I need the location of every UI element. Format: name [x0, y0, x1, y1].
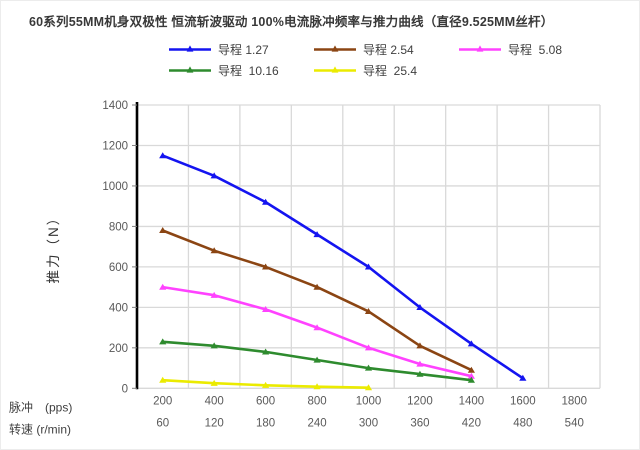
chart-title: 60系列55MM机身双极性 恒流斩波驱动 100%电流脉冲频率与推力曲线（直径9… — [29, 15, 554, 29]
legend-item-label: 导程 10.16 — [218, 63, 279, 78]
legend-swatch-icon — [314, 45, 356, 52]
legend-swatch-icon — [169, 45, 211, 52]
data-point-marker — [364, 263, 373, 270]
svg-text:1000: 1000 — [102, 181, 128, 193]
svg-text:1000: 1000 — [356, 395, 382, 407]
svg-text:400: 400 — [109, 302, 128, 314]
legend-swatch-icon — [169, 66, 211, 73]
thrust-curve-chart: 0 200 400 600 800 1000 1200 1400 200 400 600 800 100… — [9, 100, 601, 436]
data-point-marker — [210, 172, 218, 179]
data-point-marker — [467, 340, 475, 347]
data-point-marker — [210, 291, 218, 298]
svg-text:1800: 1800 — [561, 395, 587, 407]
data-point-marker — [519, 374, 527, 381]
svg-text:800: 800 — [109, 221, 128, 233]
data-point-marker — [313, 324, 321, 331]
data-point-marker — [313, 356, 321, 363]
svg-text:600: 600 — [109, 262, 128, 274]
legend-item-label: 导程 1.27 — [218, 42, 269, 57]
svg-text:200: 200 — [109, 343, 128, 355]
data-point-marker — [467, 376, 475, 383]
data-point-marker — [159, 338, 167, 345]
svg-text:400: 400 — [205, 395, 224, 407]
data-point-marker — [262, 305, 270, 312]
x-axis-caption-0: 脉冲 (pps) — [9, 399, 72, 414]
series-line-1 — [159, 227, 475, 373]
series-line-4 — [159, 376, 373, 391]
legend-item-1: 导程 2.54 — [313, 41, 458, 57]
legend-swatch-icon — [314, 66, 356, 73]
svg-text:360: 360 — [410, 417, 429, 429]
svg-text:600: 600 — [256, 395, 275, 407]
legend-item-label: 导程 5.08 — [508, 42, 563, 57]
legend-item-4: 导程 25.4 — [313, 62, 458, 78]
data-point-marker — [416, 370, 424, 377]
x-axis-caption-1: 转速 (r/min) — [9, 421, 71, 436]
svg-text:1600: 1600 — [510, 395, 536, 407]
data-point-marker — [210, 379, 218, 386]
data-point-marker — [262, 263, 270, 270]
svg-text:300: 300 — [359, 417, 378, 429]
svg-text:200: 200 — [153, 395, 172, 407]
data-point-marker — [210, 342, 218, 349]
data-point-marker — [262, 198, 270, 205]
svg-text:240: 240 — [307, 417, 326, 429]
data-point-marker — [313, 231, 321, 238]
legend-item-0: 导程 1.27 — [168, 41, 313, 57]
series-line-3 — [159, 338, 475, 383]
svg-text:1400: 1400 — [459, 395, 485, 407]
svg-text:800: 800 — [307, 395, 326, 407]
data-point-marker — [313, 383, 321, 390]
svg-text:540: 540 — [565, 417, 584, 429]
legend-item-3: 导程 10.16 — [168, 62, 313, 78]
legend-swatch-icon — [459, 45, 501, 52]
data-point-marker — [210, 247, 218, 254]
chart-legend: 导程 1.27 导程 2.54 导程 5.08 导程 10.16 导程 25.4 — [168, 41, 603, 78]
y-axis-ticks — [132, 104, 137, 389]
data-point-marker — [364, 364, 373, 371]
data-point-marker — [313, 283, 321, 290]
data-point-marker — [159, 152, 167, 159]
x-axis-row-1: 60 120 180 240 300 360 420 480 540 — [156, 417, 584, 429]
x-axis-row-0: 200 400 600 800 1000 1200 1400 1600 1800 — [153, 395, 587, 407]
legend-item-label: 导程 2.54 — [363, 42, 414, 57]
data-point-marker — [364, 344, 373, 351]
data-point-marker — [416, 360, 424, 367]
data-point-marker — [364, 308, 373, 315]
svg-text:420: 420 — [462, 417, 481, 429]
data-point-marker — [467, 366, 475, 373]
y-axis-labels: 0 200 400 600 800 1000 1200 1400 — [102, 100, 128, 395]
svg-text:1400: 1400 — [102, 100, 128, 112]
data-point-marker — [159, 376, 167, 383]
y-axis-title: 推力（N） — [46, 210, 61, 284]
data-point-marker — [159, 227, 167, 234]
data-point-marker — [467, 372, 475, 379]
data-point-marker — [364, 384, 373, 391]
svg-text:1200: 1200 — [407, 395, 433, 407]
series-line-0 — [159, 152, 527, 381]
svg-text:1200: 1200 — [102, 140, 128, 152]
data-point-marker — [416, 342, 424, 349]
svg-text:120: 120 — [205, 417, 224, 429]
svg-text:180: 180 — [256, 417, 275, 429]
series-line-2 — [159, 283, 475, 379]
svg-text:60: 60 — [156, 417, 169, 429]
svg-text:0: 0 — [122, 383, 128, 395]
legend-item-2: 导程 5.08 — [458, 41, 603, 57]
legend-item-label: 导程 25.4 — [363, 63, 418, 78]
data-point-marker — [159, 283, 167, 290]
data-point-marker — [262, 348, 270, 355]
data-point-marker — [416, 303, 424, 310]
data-point-marker — [262, 381, 270, 388]
svg-text:480: 480 — [513, 417, 532, 429]
